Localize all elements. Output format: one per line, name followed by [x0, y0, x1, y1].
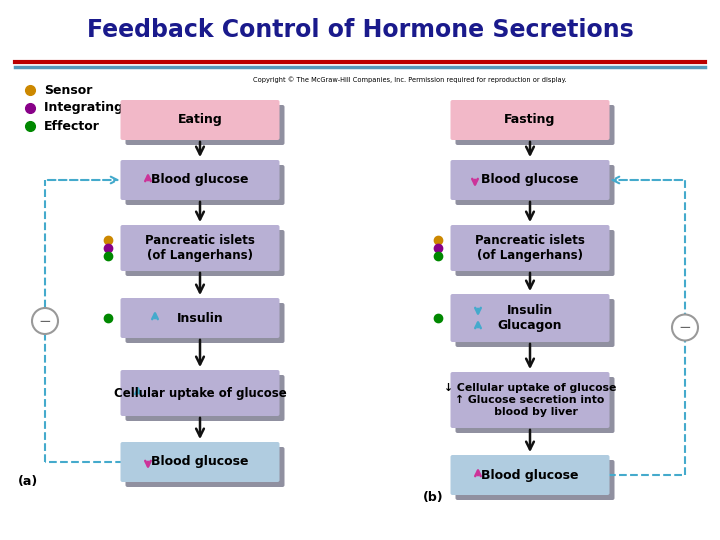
FancyBboxPatch shape	[125, 105, 284, 145]
Text: (b): (b)	[423, 490, 443, 503]
FancyBboxPatch shape	[125, 447, 284, 487]
Text: Insulin
Glucagon: Insulin Glucagon	[498, 304, 562, 332]
Text: Feedback Control of Hormone Secretions: Feedback Control of Hormone Secretions	[86, 18, 634, 42]
Text: Blood glucose: Blood glucose	[151, 173, 248, 186]
FancyBboxPatch shape	[456, 230, 614, 276]
Text: Blood glucose: Blood glucose	[481, 469, 579, 482]
FancyBboxPatch shape	[456, 460, 614, 500]
Text: Effector: Effector	[44, 119, 100, 132]
Circle shape	[672, 314, 698, 341]
Text: −: −	[679, 320, 691, 335]
Circle shape	[32, 308, 58, 334]
FancyBboxPatch shape	[456, 299, 614, 347]
FancyBboxPatch shape	[451, 160, 610, 200]
Text: Pancreatic islets
(of Langerhans): Pancreatic islets (of Langerhans)	[475, 234, 585, 262]
FancyBboxPatch shape	[451, 225, 610, 271]
Text: Pancreatic islets
(of Langerhans): Pancreatic islets (of Langerhans)	[145, 234, 255, 262]
Text: Blood glucose: Blood glucose	[151, 456, 248, 469]
FancyBboxPatch shape	[120, 442, 279, 482]
FancyBboxPatch shape	[451, 100, 610, 140]
Text: Blood glucose: Blood glucose	[481, 173, 579, 186]
Text: Eating: Eating	[178, 113, 222, 126]
Text: ↓ Cellular uptake of glucose
↑ Glucose secretion into
   blood by liver: ↓ Cellular uptake of glucose ↑ Glucose s…	[444, 383, 616, 416]
FancyBboxPatch shape	[456, 105, 614, 145]
FancyBboxPatch shape	[125, 230, 284, 276]
FancyBboxPatch shape	[120, 160, 279, 200]
Text: Cellular uptake of glucose: Cellular uptake of glucose	[114, 387, 287, 400]
FancyBboxPatch shape	[451, 455, 610, 495]
Text: Copyright © The McGraw-Hill Companies, Inc. Permission required for reproduction: Copyright © The McGraw-Hill Companies, I…	[253, 77, 567, 83]
Text: Sensor: Sensor	[44, 84, 92, 97]
FancyBboxPatch shape	[120, 100, 279, 140]
FancyBboxPatch shape	[120, 225, 279, 271]
Text: (a): (a)	[18, 476, 38, 489]
Text: Fasting: Fasting	[504, 113, 556, 126]
FancyBboxPatch shape	[456, 165, 614, 205]
Text: −: −	[39, 314, 51, 328]
FancyBboxPatch shape	[125, 165, 284, 205]
FancyBboxPatch shape	[125, 303, 284, 343]
FancyBboxPatch shape	[120, 370, 279, 416]
FancyBboxPatch shape	[120, 298, 279, 338]
FancyBboxPatch shape	[451, 372, 610, 428]
FancyBboxPatch shape	[456, 377, 614, 433]
FancyBboxPatch shape	[451, 294, 610, 342]
Text: Integrating center: Integrating center	[44, 102, 173, 114]
Text: Insulin: Insulin	[176, 312, 223, 325]
FancyBboxPatch shape	[125, 375, 284, 421]
